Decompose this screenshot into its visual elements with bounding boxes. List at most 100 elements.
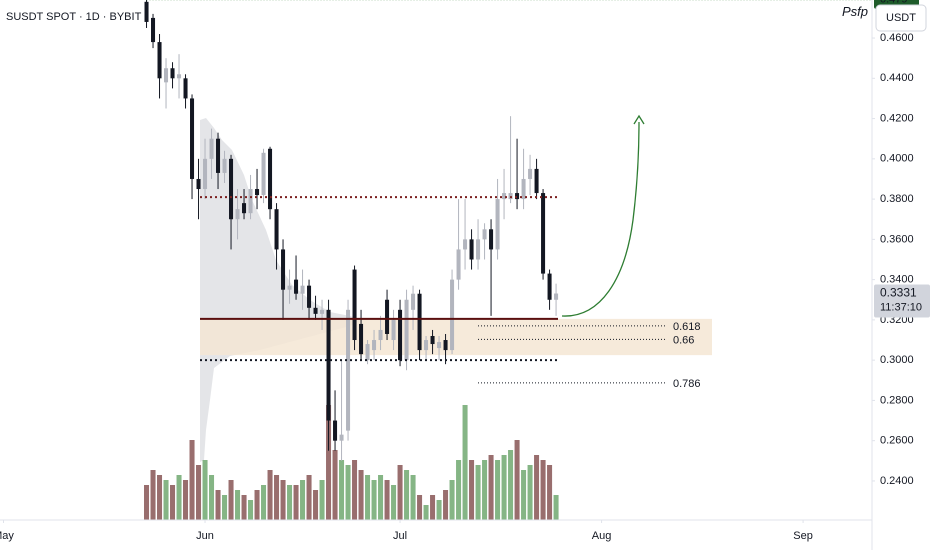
volume-bar <box>254 490 260 520</box>
volume-bar <box>436 500 442 520</box>
candle-body <box>443 340 448 351</box>
target-price-label: 0.479 <box>880 0 908 6</box>
candle-body <box>463 239 468 250</box>
candle-body <box>469 239 474 260</box>
volume-bar <box>482 460 488 520</box>
candle-body <box>404 299 409 361</box>
volume-bar <box>202 460 208 520</box>
volume-bar <box>508 450 514 520</box>
candle-body <box>502 193 507 200</box>
volume-bar <box>261 485 267 520</box>
volume-bar <box>313 490 319 520</box>
volume-bar <box>423 505 429 520</box>
volume-bar <box>189 440 195 520</box>
volume-bar <box>475 465 481 520</box>
y-tick-label: 0.3400 <box>880 274 914 286</box>
volume-bar <box>514 440 520 520</box>
candle-body <box>495 199 500 250</box>
candle-body <box>170 68 175 79</box>
volume-bar <box>358 470 364 520</box>
candle-body <box>508 193 513 200</box>
volume-bar <box>228 480 234 520</box>
candle-body <box>183 78 188 99</box>
volume-bar <box>430 495 436 520</box>
countdown-label: 11:37:10 <box>880 301 922 313</box>
volume-bar <box>449 480 455 520</box>
candle-body <box>391 319 396 341</box>
fib-label: 0.786 <box>673 378 701 390</box>
y-tick-label: 0.4400 <box>880 72 914 84</box>
volume-bar <box>527 465 533 520</box>
x-tick-label: May <box>0 530 14 542</box>
volume-bar <box>267 470 273 520</box>
candle-body <box>417 293 422 351</box>
volume-bar <box>352 460 358 520</box>
candle-body <box>222 158 227 173</box>
candle-body <box>196 178 201 190</box>
volume-bar <box>488 455 494 520</box>
volume-bar <box>553 495 559 520</box>
fib-label: 0.618 <box>673 321 701 333</box>
currency-button[interactable] <box>875 4 927 32</box>
candle-body <box>482 229 487 240</box>
candle-body <box>534 168 539 194</box>
candle-body <box>430 335 435 345</box>
candle-body <box>437 342 442 349</box>
volume-bar <box>365 475 371 520</box>
volume-bar <box>456 460 462 520</box>
candle-body <box>528 168 533 179</box>
volume-bar <box>326 405 332 520</box>
volume-bar <box>319 480 325 520</box>
candle-body <box>521 178 526 200</box>
candle-body <box>372 340 377 351</box>
volume-bar <box>306 475 312 520</box>
volume-bar <box>378 475 384 520</box>
volume-bar <box>176 475 182 520</box>
volume-bar <box>144 485 150 520</box>
candle-body <box>164 68 169 83</box>
volume-bar <box>469 460 475 520</box>
volume-bar <box>332 450 338 520</box>
candle-body <box>190 98 195 179</box>
volume-profile <box>200 118 362 462</box>
volume-bar <box>235 490 241 520</box>
candle-body <box>203 158 208 190</box>
candle-body <box>268 148 273 210</box>
volume-bar <box>150 470 156 520</box>
candle-body <box>515 193 520 200</box>
candle-body <box>274 209 279 250</box>
volume-bar <box>391 485 397 520</box>
candle-body <box>541 193 546 274</box>
y-tick-label: 0.2600 <box>880 435 914 447</box>
target-arrowhead <box>633 114 645 125</box>
candle-body <box>248 189 253 214</box>
candle-body <box>346 309 351 431</box>
volume-bar <box>404 470 410 520</box>
volume-bar <box>540 460 546 520</box>
target-arrow <box>561 121 640 317</box>
candle-body <box>242 203 247 214</box>
volume-bar <box>196 465 202 520</box>
volume-bar <box>209 475 215 520</box>
y-tick-label: 0.2800 <box>880 394 914 406</box>
candle-body <box>261 152 266 196</box>
y-tick-label: 0.3800 <box>880 193 914 205</box>
candle-body <box>287 285 292 290</box>
x-tick-label: Aug <box>592 530 612 542</box>
volume-bar <box>274 475 280 520</box>
volume-bar <box>287 485 293 520</box>
candle-body <box>352 269 357 341</box>
y-tick-label: 0.4000 <box>880 153 914 165</box>
volume-bar <box>170 485 176 520</box>
candle-body <box>300 285 305 294</box>
y-tick-label: 0.4200 <box>880 112 914 124</box>
y-tick-label: 0.2400 <box>880 475 914 487</box>
volume-bar <box>462 405 468 520</box>
candle-body <box>398 309 403 361</box>
currency-button-label[interactable]: USDT <box>886 12 916 24</box>
candle-body <box>365 344 370 361</box>
volume-bar <box>248 500 254 520</box>
candle-body <box>144 1 149 22</box>
volume-bar <box>417 495 423 520</box>
